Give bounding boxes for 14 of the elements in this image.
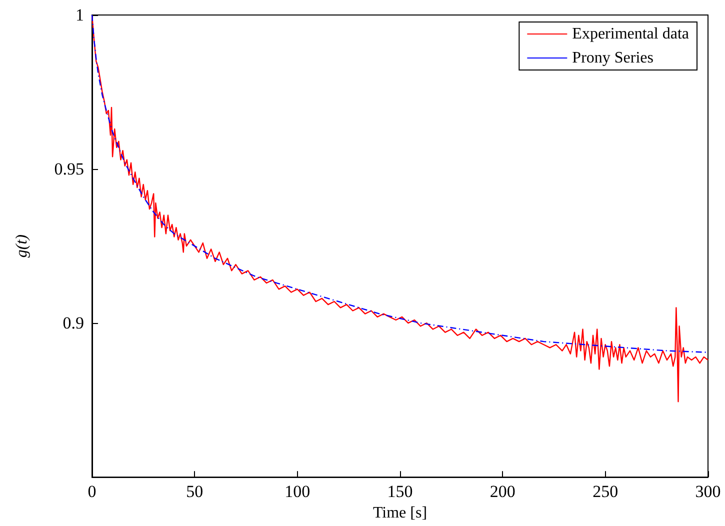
y-tick-label: 0.95 <box>54 160 84 179</box>
x-tick-label: 300 <box>695 482 721 502</box>
x-axis-title: Time [s] <box>372 504 428 522</box>
y-axis-title: g(t) <box>14 234 30 258</box>
legend-label: Experimental data <box>572 26 690 42</box>
x-tick-label: 0 <box>88 482 96 502</box>
x-tick-label: 250 <box>592 482 618 502</box>
legend-label: Prony Series <box>572 50 654 66</box>
x-tick-label: 100 <box>284 482 310 502</box>
x-tick-label: 150 <box>387 482 413 502</box>
x-tick-label: 50 <box>186 482 204 502</box>
y-tick-label: 1 <box>76 6 84 24</box>
x-tick-label: 200 <box>490 482 516 502</box>
y-tick-label: 0.9 <box>62 314 84 333</box>
